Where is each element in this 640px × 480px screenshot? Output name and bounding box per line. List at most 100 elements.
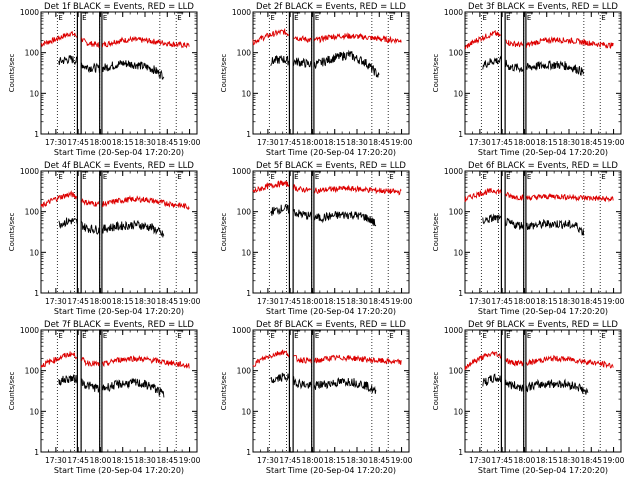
panel-title: Det 8f BLACK = Events, RED = LLD xyxy=(256,320,406,330)
y-tick-label: 1 xyxy=(34,130,39,139)
x-tick-label: 17:30 xyxy=(45,456,67,465)
y-tick-label: 1 xyxy=(34,289,39,298)
series-line-lld xyxy=(252,180,290,194)
x-axis-label: Start Time (20-Sep-04 17:20:20) xyxy=(478,466,608,475)
panel-title: Det 9f BLACK = Events, RED = LLD xyxy=(468,320,618,330)
y-axis-label: Counts/sec xyxy=(220,372,228,411)
y-tick-label: 10 xyxy=(241,407,251,416)
x-tick-label: 18:00 xyxy=(90,456,112,465)
event-flag-label: E xyxy=(527,332,531,340)
event-flag-label: E xyxy=(506,14,510,22)
x-tick-label: 18:45 xyxy=(580,138,602,147)
x-tick-label: 18:15 xyxy=(324,138,346,147)
panel-title: Det 5f BLACK = Events, RED = LLD xyxy=(256,161,406,171)
plot-frame xyxy=(40,329,198,453)
x-tick-label: 19:00 xyxy=(179,138,201,147)
gap-interval-box xyxy=(76,329,82,453)
y-tick-label: 1000 xyxy=(232,167,251,176)
y-tick-label: 1000 xyxy=(444,326,463,335)
event-flag-label: E xyxy=(270,332,274,340)
series-line-lld xyxy=(101,35,190,49)
series-line-lld xyxy=(505,358,524,367)
gap-interval-box xyxy=(500,329,506,453)
y-axis-label: Counts/sec xyxy=(8,213,16,252)
event-flag-label: E xyxy=(601,14,605,22)
x-tick-label: 19:00 xyxy=(391,456,413,465)
y-tick-label: 1000 xyxy=(232,326,251,335)
panel-title: Det 4f BLACK = Events, RED = LLD xyxy=(44,161,194,171)
y-tick-label: 100 xyxy=(25,49,40,58)
series-line-lld xyxy=(252,349,290,367)
x-tick-label: 18:45 xyxy=(368,456,390,465)
x-tick-label: 17:30 xyxy=(45,138,67,147)
x-tick-label: 19:00 xyxy=(603,297,625,306)
event-flag-label: E xyxy=(177,173,181,181)
y-tick-label: 100 xyxy=(237,367,252,376)
y-tick-label: 1 xyxy=(246,130,251,139)
x-tick-label: 19:00 xyxy=(179,456,201,465)
gap-interval-box xyxy=(76,170,82,294)
series-line-events xyxy=(292,57,312,68)
plot-frame xyxy=(464,170,622,294)
panel-6: Det 6f BLACK = Events, RED = LLD 1 10 100 10… xyxy=(432,161,625,316)
series-line-lld xyxy=(101,194,190,211)
x-tick-label: 18:45 xyxy=(368,138,390,147)
x-tick-label: 18:00 xyxy=(514,297,536,306)
x-tick-label: 17:45 xyxy=(279,297,301,306)
plot-frame xyxy=(252,11,410,135)
gap-interval-box xyxy=(288,329,294,453)
x-tick-label: 18:30 xyxy=(346,456,368,465)
series-line-lld xyxy=(464,350,502,371)
x-axis-label: Start Time (20-Sep-04 17:20:20) xyxy=(54,307,184,316)
y-tick-label: 10 xyxy=(241,89,251,98)
x-tick-label: 18:15 xyxy=(536,138,558,147)
event-flag-label: E xyxy=(389,332,393,340)
x-tick-label: 17:30 xyxy=(257,297,279,306)
panel-8: Det 8f BLACK = Events, RED = LLD 1 10 100 10… xyxy=(220,320,413,475)
event-flag-label: E xyxy=(315,332,319,340)
event-flag-label: E xyxy=(482,14,486,22)
event-flag-label: E xyxy=(315,14,319,22)
x-tick-label: 17:45 xyxy=(491,456,513,465)
y-tick-label: 100 xyxy=(237,49,252,58)
event-flag-label: E xyxy=(527,14,531,22)
series-line-lld xyxy=(252,27,290,46)
plot-frame xyxy=(464,11,622,135)
event-flag-label: E xyxy=(82,332,86,340)
series-line-events xyxy=(525,378,589,395)
x-tick-label: 17:30 xyxy=(257,138,279,147)
gap-interval-box xyxy=(500,11,506,135)
y-tick-label: 1000 xyxy=(444,8,463,17)
series-line-lld xyxy=(505,191,524,201)
y-tick-label: 1000 xyxy=(232,8,251,17)
x-axis-label: Start Time (20-Sep-04 17:20:20) xyxy=(266,466,396,475)
x-tick-label: 18:30 xyxy=(558,138,580,147)
y-tick-label: 1 xyxy=(246,448,251,457)
y-tick-label: 1 xyxy=(246,289,251,298)
series-line-events xyxy=(101,219,165,238)
y-tick-label: 100 xyxy=(449,49,464,58)
event-flag-label: E xyxy=(58,332,62,340)
gap-interval-box xyxy=(523,329,527,453)
x-tick-label: 17:30 xyxy=(469,297,491,306)
plot-frame xyxy=(252,170,410,294)
y-tick-label: 10 xyxy=(453,89,463,98)
panel-3: Det 3f BLACK = Events, RED = LLD 1 10 100 10… xyxy=(432,2,625,157)
x-axis-label: Start Time (20-Sep-04 17:20:20) xyxy=(478,148,608,157)
y-tick-label: 1 xyxy=(34,448,39,457)
x-tick-label: 18:45 xyxy=(156,138,178,147)
x-tick-label: 18:15 xyxy=(324,456,346,465)
event-flag-label: E xyxy=(103,173,107,181)
x-tick-label: 18:00 xyxy=(302,456,324,465)
series-line-lld xyxy=(464,187,502,203)
series-line-events xyxy=(482,213,502,225)
x-tick-label: 19:00 xyxy=(391,138,413,147)
y-tick-label: 1 xyxy=(458,130,463,139)
series-line-events xyxy=(58,55,78,65)
plot-frame xyxy=(252,329,410,453)
gap-interval-box xyxy=(288,170,294,294)
series-line-lld xyxy=(526,354,614,369)
event-flag-label: E xyxy=(506,332,510,340)
series-line-lld xyxy=(313,32,402,45)
